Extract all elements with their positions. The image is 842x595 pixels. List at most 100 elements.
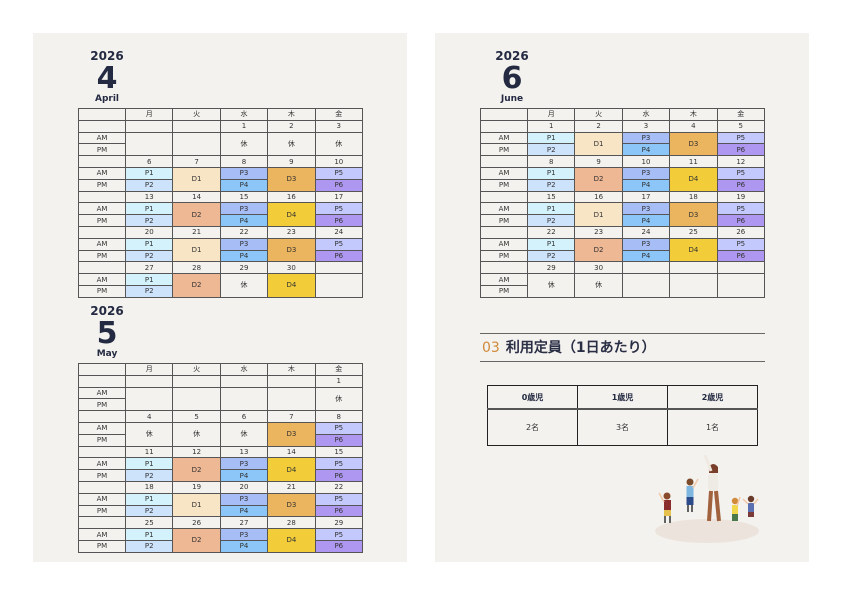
empty-cell	[124, 131, 174, 157]
label-cell	[78, 410, 126, 423]
schedule-cell-pm: P4	[219, 178, 269, 192]
date-cell: 9	[574, 155, 623, 168]
empty-cell	[124, 386, 174, 412]
header-age-0: 0歳児	[487, 385, 578, 410]
weekday-header: 月	[526, 108, 576, 121]
holiday-cell: 休	[314, 386, 364, 412]
capacity-age-0: 2名	[487, 408, 578, 446]
schedule-cell-pm: P4	[621, 178, 671, 192]
date-cell: 25	[669, 225, 718, 239]
schedule-cell-am: P1	[526, 166, 576, 180]
date-cell: 24	[621, 225, 671, 239]
date-cell: 29	[526, 261, 576, 275]
am-row: AM P1 D1 P3 D3 P5	[480, 131, 766, 157]
pm-row: PM P2 P4 P6	[78, 504, 364, 518]
date-cell: 12	[172, 445, 221, 459]
section-title: 利用定員（1日あたり）	[505, 340, 656, 356]
schedule-cell-pm: P6	[314, 249, 364, 263]
empty-cell	[621, 273, 671, 298]
date-cell: 15	[526, 190, 576, 204]
schedule-cell-am: P1	[124, 457, 174, 471]
date-cell	[124, 374, 174, 388]
schedule-cell: D3	[267, 237, 316, 263]
schedule-cell-am: P5	[314, 202, 364, 216]
schedule-cell-pm: P4	[219, 249, 269, 263]
am-label: AM	[78, 202, 126, 216]
date-cell: 8	[219, 155, 269, 168]
date-cell: 8	[314, 410, 364, 423]
schedule-cell-pm: P6	[314, 469, 364, 482]
date-cell: 15	[314, 445, 364, 459]
schedule-cell: D4	[267, 528, 316, 553]
date-cell: 7	[267, 410, 316, 423]
date-cell: 18	[669, 190, 718, 204]
month-header-april: 2026 4 April	[87, 49, 127, 105]
pm-label: PM	[480, 178, 528, 192]
date-cell	[669, 261, 718, 275]
schedule-cell-pm: P2	[124, 178, 174, 192]
am-row: AM 休休休	[78, 131, 364, 157]
empty-cell	[314, 273, 364, 298]
weekday-header: 木	[669, 108, 718, 121]
empty-cell	[219, 386, 269, 412]
schedule-cell-am: P1	[124, 166, 174, 180]
date-cell: 15	[219, 190, 269, 204]
holiday-cell: 休	[267, 131, 316, 157]
pm-label: PM	[78, 249, 126, 263]
weekday-header-row: 月火水木金	[78, 363, 364, 376]
am-row: AM P1 D2 P3 D4 P5	[480, 237, 766, 263]
schedule-cell-pm: P6	[314, 214, 364, 227]
pm-label: PM	[78, 398, 126, 412]
am-row: AM P1 D1 P3 D3 P5	[78, 492, 364, 518]
pm-row: PM P2	[78, 284, 363, 298]
am-row: AM P1 D1 P3 D3 P5	[78, 237, 364, 263]
pm-row: PM	[78, 398, 363, 412]
am-row: AM 休休	[480, 273, 766, 298]
schedule-cell-am: P1	[124, 528, 174, 541]
schedule-cell: D2	[172, 273, 221, 298]
capacity-table: 0歳児 1歳児 2歳児 2名 3名 1名	[487, 385, 758, 446]
schedule-cell: D2	[172, 528, 221, 553]
schedule-cell: D4	[267, 202, 316, 227]
schedule-cell-am: P3	[219, 528, 269, 541]
label-cell	[480, 119, 528, 133]
corner-cell	[78, 108, 126, 121]
pm-row: PM P2 P4 P6	[480, 178, 766, 192]
empty-cell	[716, 273, 766, 298]
pm-row: PM P2 P4 P6	[480, 143, 766, 157]
schedule-cell: D2	[172, 202, 221, 227]
date-cell: 2	[574, 119, 623, 133]
label-cell	[78, 261, 126, 275]
am-label: AM	[78, 166, 126, 180]
schedule-cell-am: P3	[219, 202, 269, 216]
weekday-header: 水	[219, 108, 269, 121]
am-row: AM 休休休 D3 P5	[78, 421, 364, 447]
empty-cell	[172, 131, 221, 157]
date-cell: 5	[172, 410, 221, 423]
empty-cell	[669, 273, 718, 298]
am-row: AM P1 D2 休 D4	[78, 273, 364, 298]
date-cell: 11	[669, 155, 718, 168]
date-cell: 27	[124, 261, 174, 275]
date-cell: 1	[314, 374, 364, 388]
pm-row: PM P2 P4 P6	[78, 469, 364, 482]
date-cell: 28	[172, 261, 221, 275]
pm-row: PM P2 P4 P6	[78, 249, 364, 263]
pm-row: PM P2 P4 P6	[480, 249, 766, 263]
capacity-age-1: 3名	[577, 408, 668, 446]
year: 2026	[495, 49, 529, 63]
month-number: 5	[96, 316, 118, 351]
schedule-cell-am: P1	[124, 202, 174, 216]
schedule-cell: D2	[574, 237, 623, 263]
schedule-cell: D4	[669, 237, 718, 263]
month-name: April	[94, 94, 120, 104]
date-cell: 9	[267, 155, 316, 168]
am-label: AM	[78, 528, 126, 541]
schedule-cell-am: P3	[621, 166, 671, 180]
month-number: 4	[96, 61, 118, 96]
pm-row: PM P2 P4 P6	[480, 214, 766, 227]
date-cell: 21	[267, 480, 316, 494]
am-label: AM	[78, 386, 126, 400]
date-cell: 20	[124, 225, 174, 239]
